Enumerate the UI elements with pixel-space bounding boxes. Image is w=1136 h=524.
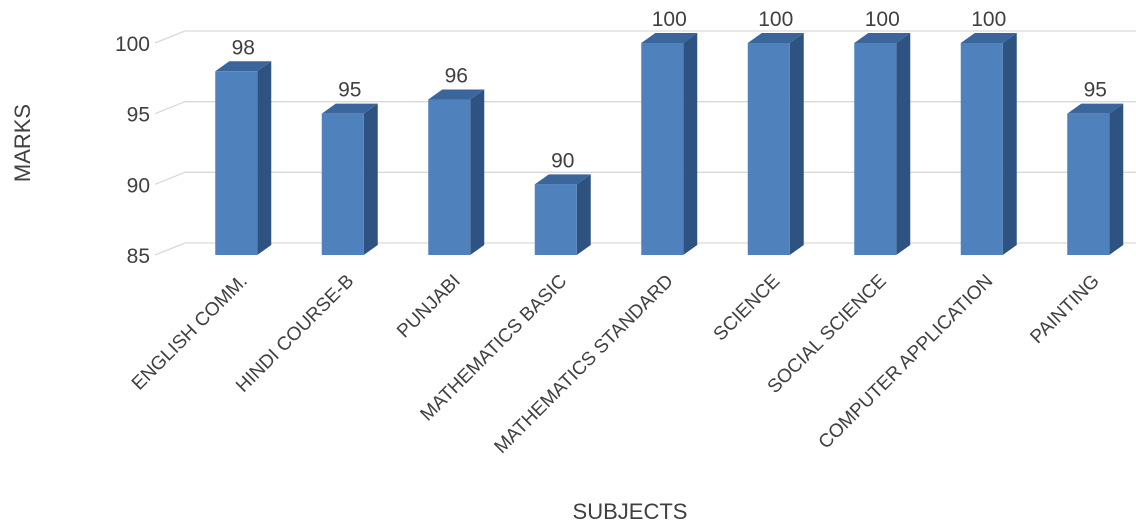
bar bbox=[428, 89, 485, 256]
bar-top bbox=[215, 61, 272, 72]
bar-series bbox=[215, 33, 1124, 256]
bar-side bbox=[576, 174, 591, 255]
x-category-label: PUNJABI bbox=[393, 271, 465, 343]
x-category-label: PAINTING bbox=[1026, 271, 1103, 348]
bar bbox=[321, 103, 378, 256]
bar-front bbox=[428, 99, 471, 256]
bar bbox=[747, 33, 804, 255]
data-label: 96 bbox=[445, 65, 468, 88]
data-label: 100 bbox=[971, 8, 1006, 31]
data-label: 100 bbox=[652, 8, 687, 31]
bar-front bbox=[854, 43, 897, 255]
x-category-label: SOCIAL SCIENCE bbox=[764, 271, 891, 398]
gridline-diagonal bbox=[154, 171, 186, 185]
data-label: 95 bbox=[338, 79, 361, 102]
bar-side bbox=[257, 61, 272, 256]
bar-top bbox=[747, 33, 804, 43]
bar-front bbox=[215, 71, 258, 256]
x-axis-title: SUBJECTS bbox=[573, 499, 688, 524]
bar-front bbox=[534, 184, 577, 255]
bar bbox=[534, 174, 591, 255]
gridline-diagonal bbox=[154, 101, 186, 115]
bar-side bbox=[363, 103, 378, 256]
bar-top bbox=[960, 33, 1017, 43]
bar-top bbox=[321, 103, 378, 114]
data-labels: 98 95 96 90 100 100 100 100 95 bbox=[232, 8, 1107, 172]
y-tick-label: 85 bbox=[127, 245, 150, 268]
x-category-label: HINDI COURSE-B bbox=[232, 271, 358, 397]
y-tick-label: 90 bbox=[127, 174, 150, 197]
bar-top bbox=[1067, 103, 1124, 114]
bar bbox=[854, 33, 911, 255]
x-category-label: ENGLISH COMM. bbox=[128, 271, 252, 395]
gridline-diagonal bbox=[154, 242, 186, 256]
y-axis-ticks: 85 90 95 100 bbox=[115, 33, 150, 268]
x-category-label: COMPUTER APPLICATION bbox=[815, 271, 998, 454]
bar-side bbox=[470, 89, 485, 256]
bar-top bbox=[428, 89, 485, 100]
x-category-label: SCIENCE bbox=[710, 271, 785, 346]
x-axis-categories: ENGLISH COMM.HINDI COURSE-B PUNJABI MATHEM… bbox=[128, 271, 1104, 458]
x-category-label: MATHEMATICS STANDARD bbox=[491, 271, 678, 458]
bar bbox=[641, 33, 698, 255]
bar-side bbox=[1002, 33, 1017, 255]
data-label: 98 bbox=[232, 36, 255, 59]
bar bbox=[215, 61, 272, 256]
bar-front bbox=[960, 43, 1003, 255]
y-tick-label: 100 bbox=[115, 33, 150, 56]
bar-top bbox=[641, 33, 698, 43]
bar bbox=[960, 33, 1017, 255]
y-axis-title: MARKS bbox=[10, 104, 35, 182]
gridline-diagonal bbox=[154, 30, 186, 44]
data-label: 100 bbox=[865, 8, 900, 31]
bar-top bbox=[854, 33, 911, 43]
bar-front bbox=[641, 43, 684, 255]
bar-top bbox=[534, 174, 591, 185]
y-tick-label: 95 bbox=[127, 104, 150, 127]
bar-side bbox=[683, 33, 698, 255]
bar-side bbox=[1109, 103, 1124, 256]
bar bbox=[1067, 103, 1124, 256]
bar-front bbox=[747, 43, 790, 255]
bar-front bbox=[321, 113, 364, 256]
data-label: 90 bbox=[551, 149, 574, 172]
bar-side bbox=[789, 33, 804, 255]
data-label: 95 bbox=[1084, 79, 1107, 102]
data-label: 100 bbox=[758, 8, 793, 31]
bar-side bbox=[896, 33, 911, 255]
bar-front bbox=[1067, 113, 1110, 256]
